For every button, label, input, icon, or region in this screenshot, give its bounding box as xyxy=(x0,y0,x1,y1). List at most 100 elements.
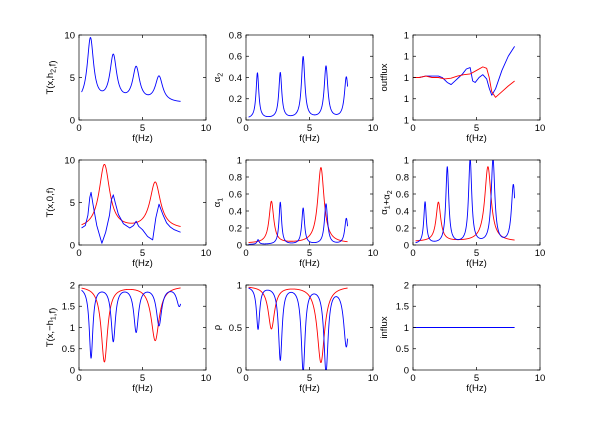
y-tick-label: 0.4 xyxy=(229,73,242,84)
x-tick-label: 5 xyxy=(140,373,145,384)
y-tick-label: 0.2 xyxy=(229,94,242,105)
y-axis-label: ρ xyxy=(212,324,223,330)
panel-4: 0 5 10 0 5 10 f(Hz) T(x,0,f) xyxy=(45,155,211,269)
axes-frame xyxy=(78,159,207,246)
y-tick-label: 5 xyxy=(70,73,75,84)
panel-3: 0 5 10 1 1 1 1 1 f(Hz) outflux xyxy=(379,30,545,144)
series-group xyxy=(413,46,515,98)
x-tick-label: 10 xyxy=(368,123,379,134)
x-tick-label: 0 xyxy=(243,248,248,259)
series-line-blue xyxy=(413,46,515,96)
y-tick-label: 5 xyxy=(70,198,75,209)
x-axis-label: f(Hz) xyxy=(132,383,153,394)
y-tick-label: 2 xyxy=(70,280,75,291)
x-tick-label: 0 xyxy=(410,373,415,384)
y-axis-label: T(x,h2,f) xyxy=(45,61,59,95)
y-tick-label: 1 xyxy=(404,94,409,105)
series-group xyxy=(415,160,516,244)
y-axis-label: α1+α2 xyxy=(379,190,394,214)
x-tick-label: 5 xyxy=(307,373,312,384)
x-tick-label: 5 xyxy=(140,123,145,134)
y-tick-label: 0 xyxy=(404,240,409,251)
axes-frame xyxy=(245,34,374,121)
x-tick-label: 10 xyxy=(201,248,212,259)
series-group xyxy=(248,56,349,118)
y-tick-label: 2 xyxy=(404,280,409,291)
x-axis-label: f(Hz) xyxy=(132,258,153,269)
axes-frame xyxy=(245,159,374,246)
series-line-red xyxy=(413,66,515,98)
y-tick-label: 0.6 xyxy=(229,52,242,63)
y-tick-label: 0 xyxy=(237,240,242,251)
y-tick-label: 0.5 xyxy=(396,344,409,355)
y-tick-label: 0 xyxy=(70,365,75,376)
axes-frame xyxy=(78,34,207,121)
y-tick-label: 1.5 xyxy=(62,302,75,313)
y-tick-label: 0.8 xyxy=(229,30,242,41)
x-tick-label: 5 xyxy=(474,123,479,134)
panel-1: 0 5 10 0 5 10 f(Hz) T(x,h2,f) xyxy=(45,30,211,144)
y-axis-label: α1 xyxy=(212,198,225,208)
axes-frame xyxy=(412,159,541,246)
y-tick-label: 1 xyxy=(404,52,409,63)
y-tick-label: 0 xyxy=(404,365,409,376)
series-line-blue xyxy=(415,160,516,244)
series-group xyxy=(81,163,181,244)
y-tick-label: 0.6 xyxy=(229,189,242,200)
y-tick-label: 0.5 xyxy=(229,323,242,334)
panel-2: 0 5 10 0 0.2 0.4 0.6 0.8 f(Hz) α2 xyxy=(212,30,378,144)
y-tick-label: 0.8 xyxy=(229,172,242,183)
y-tick-label: 1 xyxy=(70,323,75,334)
y-tick-label: 0.2 xyxy=(396,223,409,234)
y-tick-label: 1.5 xyxy=(396,302,409,313)
y-tick-label: 1 xyxy=(404,155,409,166)
x-tick-label: 10 xyxy=(535,248,546,259)
y-tick-label: 1 xyxy=(404,73,409,84)
series-line-blue xyxy=(248,56,349,118)
series-group xyxy=(248,167,349,245)
x-tick-label: 0 xyxy=(410,248,415,259)
x-axis-label: f(Hz) xyxy=(299,383,320,394)
y-tick-label: 1 xyxy=(237,280,242,291)
y-tick-label: 0.4 xyxy=(396,206,409,217)
y-tick-label: 1 xyxy=(404,30,409,41)
y-tick-label: 10 xyxy=(64,155,75,166)
x-tick-label: 10 xyxy=(535,123,546,134)
panel-5: 0 5 10 0 0.2 0.4 0.6 0.8 1 f(Hz) α1 xyxy=(212,155,378,269)
y-tick-label: 0.4 xyxy=(229,206,242,217)
y-tick-label: 0.5 xyxy=(62,344,75,355)
series-line-blue xyxy=(81,289,182,359)
x-tick-label: 5 xyxy=(307,248,312,259)
y-tick-label: 1 xyxy=(404,115,409,126)
x-axis-label: f(Hz) xyxy=(466,383,487,394)
series-group xyxy=(81,37,181,102)
panel-9: 0 5 10 0 0.5 1 1.5 2 f(Hz) influx xyxy=(379,280,545,394)
x-tick-label: 10 xyxy=(368,248,379,259)
series-line-blue xyxy=(81,191,181,244)
x-axis-label: f(Hz) xyxy=(466,258,487,269)
series-line-red xyxy=(81,163,181,227)
y-tick-label: 0.8 xyxy=(396,172,409,183)
x-axis-label: f(Hz) xyxy=(132,133,153,144)
x-tick-label: 5 xyxy=(140,248,145,259)
y-axis-label: influx xyxy=(379,316,390,338)
panel-7: 0 5 10 0 0.5 1 1.5 2 f(Hz) T(x,−h1,f) xyxy=(45,280,211,394)
y-tick-label: 0.2 xyxy=(229,223,242,234)
x-tick-label: 0 xyxy=(76,123,81,134)
x-tick-label: 10 xyxy=(201,123,212,134)
x-tick-label: 10 xyxy=(535,373,546,384)
y-tick-label: 0 xyxy=(237,115,242,126)
series-line-red xyxy=(248,286,348,364)
panel-8: 0 5 10 0 0.5 1 f(Hz) ρ xyxy=(212,280,378,394)
y-tick-label: 10 xyxy=(64,30,75,41)
series-line-blue xyxy=(248,201,349,245)
x-tick-label: 5 xyxy=(474,248,479,259)
x-tick-label: 5 xyxy=(307,123,312,134)
axes-frame xyxy=(78,284,207,371)
series-group xyxy=(81,287,182,363)
y-tick-label: 0.6 xyxy=(396,189,409,200)
y-axis-label: α2 xyxy=(212,73,225,83)
x-tick-label: 10 xyxy=(368,373,379,384)
y-tick-label: 1 xyxy=(237,155,242,166)
